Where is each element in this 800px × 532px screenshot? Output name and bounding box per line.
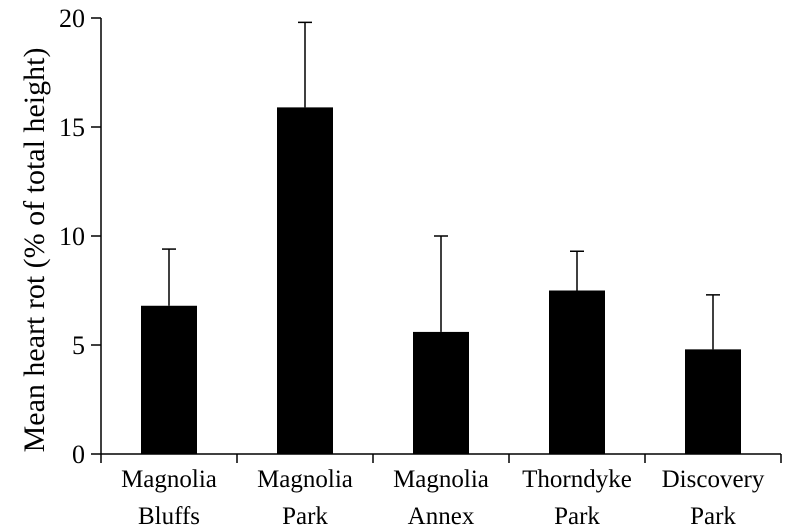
x-category-label: Thorndyke: [522, 466, 632, 493]
x-category-label: Park: [690, 503, 736, 530]
error-bars: [162, 21, 720, 350]
y-tick-label: 15: [59, 113, 85, 142]
bar: [549, 290, 605, 454]
x-category-label: Park: [554, 503, 600, 530]
x-category-label: Park: [282, 503, 328, 530]
y-tick-label: 0: [72, 440, 85, 469]
bar: [413, 331, 469, 454]
y-tick-label: 10: [59, 222, 85, 251]
y-tick-label: 20: [59, 4, 85, 33]
bar: [277, 107, 333, 454]
bar: [685, 349, 741, 454]
x-category-label: Discovery: [662, 466, 765, 493]
x-category-label: Magnolia: [121, 466, 217, 493]
x-category-label: Magnolia: [393, 466, 489, 493]
bars: [141, 107, 741, 454]
bar: [141, 305, 197, 454]
x-category-label: Annex: [408, 503, 475, 530]
y-axis-title: Mean heart rot (% of total height): [18, 48, 51, 453]
y-tick-label: 5: [72, 331, 85, 360]
x-category-label: Bluffs: [138, 503, 200, 530]
y-axis-ticks: 0 5 10 15 20: [59, 4, 101, 469]
x-category-label: Magnolia: [257, 466, 353, 493]
x-axis-category-labels: Magnolia Bluffs Magnolia Park Magnolia Annex T…: [121, 466, 765, 530]
